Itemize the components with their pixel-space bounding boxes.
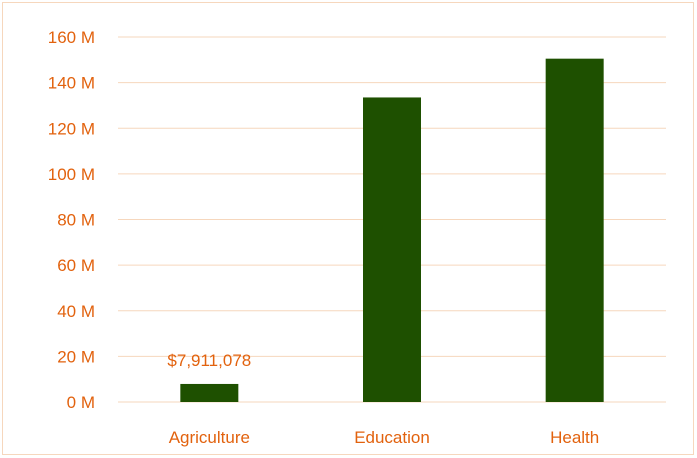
y-tick-label: 60 M — [57, 256, 95, 275]
y-tick-label: 140 M — [48, 74, 95, 93]
y-tick-label: 0 M — [67, 393, 95, 412]
bars — [180, 58, 604, 402]
x-tick-label: Health — [550, 428, 599, 447]
y-axis-tick-labels: 0 M 20 M 40 M 60 M 80 M 100 M 120 M 140 M 160 M — [48, 28, 95, 412]
bar-agriculture — [180, 383, 239, 402]
y-tick-label: 120 M — [48, 119, 95, 138]
y-tick-label: 100 M — [48, 165, 95, 184]
y-tick-label: 40 M — [57, 302, 95, 321]
data-label-agriculture: $7,911,078 — [167, 351, 251, 370]
y-tick-label: 160 M — [48, 28, 95, 47]
x-axis-tick-labels: Agriculture Education Health — [169, 428, 600, 447]
x-tick-label: Agriculture — [169, 428, 250, 447]
bar-education — [363, 97, 421, 402]
y-tick-label: 80 M — [57, 211, 95, 230]
x-tick-label: Education — [354, 428, 430, 447]
data-labels: $7,911,078 — [167, 351, 251, 370]
bar-health — [545, 58, 604, 402]
y-tick-label: 20 M — [57, 347, 95, 366]
